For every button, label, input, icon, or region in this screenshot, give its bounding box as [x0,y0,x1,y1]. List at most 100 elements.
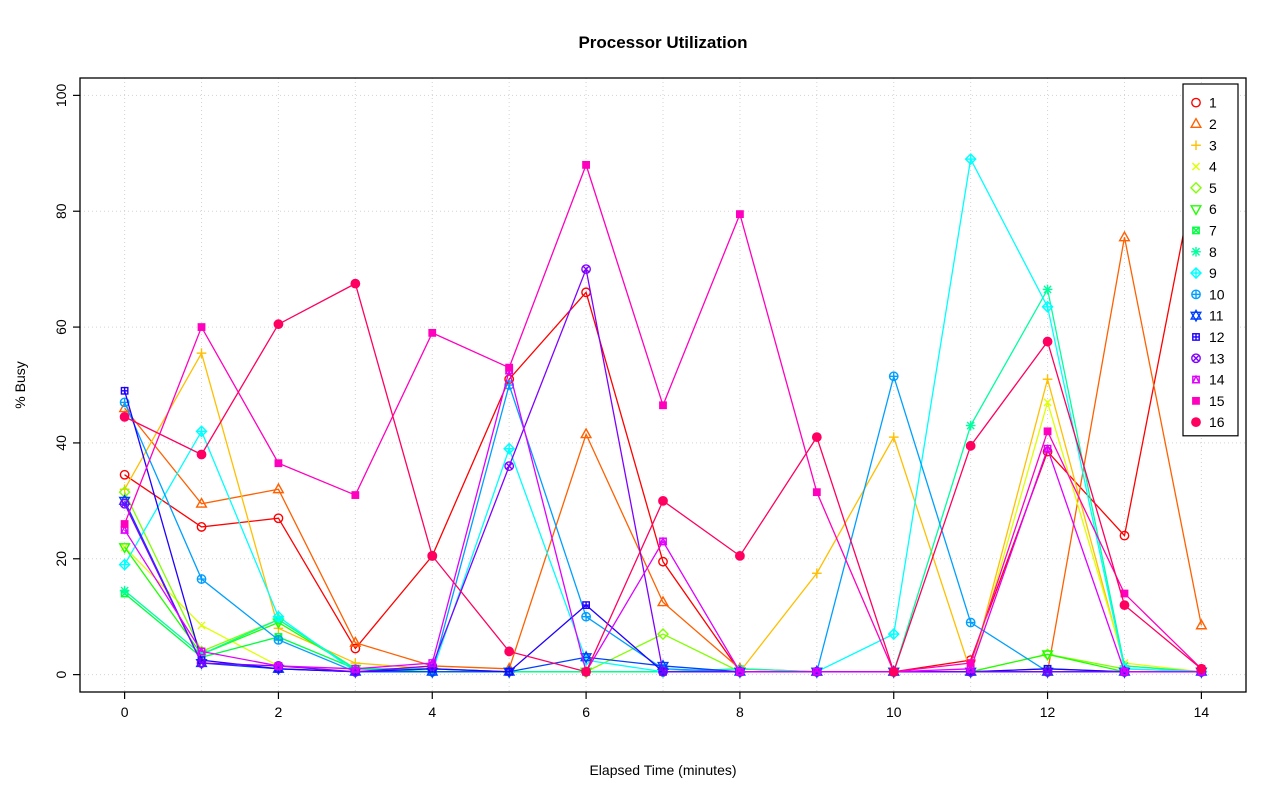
legend-item: 16 [1191,414,1225,430]
data-point-marker [196,522,207,532]
grid-lines [80,78,1246,692]
x-tick-label: 8 [736,704,744,720]
series-line [124,491,1202,673]
data-point-marker [272,610,285,623]
data-point-marker [351,664,360,673]
plot-border [79,77,1247,693]
data-point-marker [1191,162,1201,171]
data-point-marker [196,449,207,460]
data-point-marker [351,491,360,499]
data-point-marker [1041,300,1054,313]
data-point-marker [119,585,130,596]
legend-label: 4 [1209,159,1217,175]
data-point-marker [656,595,670,607]
data-point-marker [272,482,285,494]
data-point-marker [811,568,822,579]
data-point-marker [1119,600,1130,611]
data-point-marker [581,264,591,275]
data-point-marker [1189,181,1203,194]
data-point-marker [965,420,976,431]
legend-label: 13 [1209,350,1225,366]
data-point-marker [350,278,361,289]
y-tick-label: 20 [53,551,69,567]
legend-label: 9 [1209,265,1217,281]
data-point-marker [1191,97,1201,108]
legend-label: 11 [1209,308,1224,324]
legend-item: 1 [1191,95,1217,111]
data-point-marker [1043,443,1052,453]
data-point-marker [118,558,131,571]
legend-item: 3 [1191,137,1217,153]
data-point-marker [1042,374,1053,385]
data-point-marker [658,556,668,567]
series-16 [119,278,1207,677]
axes: 0 2 4 6 8 10 12 14 0 20 40 60 80 100 [53,83,1209,720]
data-point-marker [273,319,284,330]
data-point-marker [1191,246,1201,257]
legend-item: 10 [1191,286,1225,302]
data-point-marker [195,497,208,508]
legend-item: 12 [1192,329,1225,345]
legend-item: 14 [1191,372,1225,388]
data-point-marker [1189,267,1203,280]
data-point-marker [1043,398,1052,407]
data-point-marker [119,411,130,422]
data-point-marker [580,427,593,439]
data-point-marker [658,495,668,506]
legend-label: 8 [1209,244,1217,260]
legend-item: 2 [1189,116,1217,132]
data-point-marker [658,666,668,677]
data-point-marker [197,621,206,630]
data-point-marker [735,550,745,561]
data-point-marker [427,658,437,667]
data-point-marker [888,432,899,442]
data-point-marker [812,666,822,676]
y-tick-label: 60 [53,319,69,335]
data-point-marker [273,513,284,524]
x-tick-label: 14 [1194,704,1210,720]
data-point-marker [1191,289,1201,300]
x-tick-label: 2 [275,704,283,720]
data-point-marker [504,646,515,657]
legend-label: 16 [1209,414,1225,430]
data-point-marker [1189,117,1203,129]
legend-item: 4 [1191,159,1217,175]
data-point-marker [1191,417,1201,428]
data-point-marker [658,536,668,546]
data-point-marker [811,432,822,443]
legend-item: 11 [1189,308,1224,324]
x-tick-label: 6 [582,704,590,720]
data-point-marker [1041,650,1054,662]
legend-item: 8 [1191,244,1217,260]
data-point-marker [196,574,207,584]
legend-label: 10 [1209,286,1225,302]
data-point-marker [120,520,129,528]
data-point-marker [888,666,899,677]
data-point-marker [428,328,437,337]
data-point-marker [349,636,362,647]
data-point-marker [965,440,976,451]
series-line [124,282,1202,674]
data-point-marker [812,488,821,497]
legend-item: 6 [1189,201,1217,217]
data-point-marker [274,661,283,670]
data-point-marker [1192,226,1200,235]
legend-label: 15 [1209,393,1225,409]
data-point-marker [196,348,207,358]
y-tick-label: 40 [53,435,69,451]
x-tick-label: 4 [428,704,436,720]
data-point-marker [659,401,667,410]
legend-item: 9 [1189,265,1217,281]
data-point-marker [1191,374,1201,384]
data-point-marker [1043,427,1052,436]
data-point-marker [582,160,590,169]
data-point-marker [503,442,516,455]
data-point-marker [273,634,284,645]
chart-title: Processor Utilization [578,33,748,52]
data-point-marker [195,425,208,438]
data-point-marker [120,386,129,395]
data-point-marker [581,611,591,622]
